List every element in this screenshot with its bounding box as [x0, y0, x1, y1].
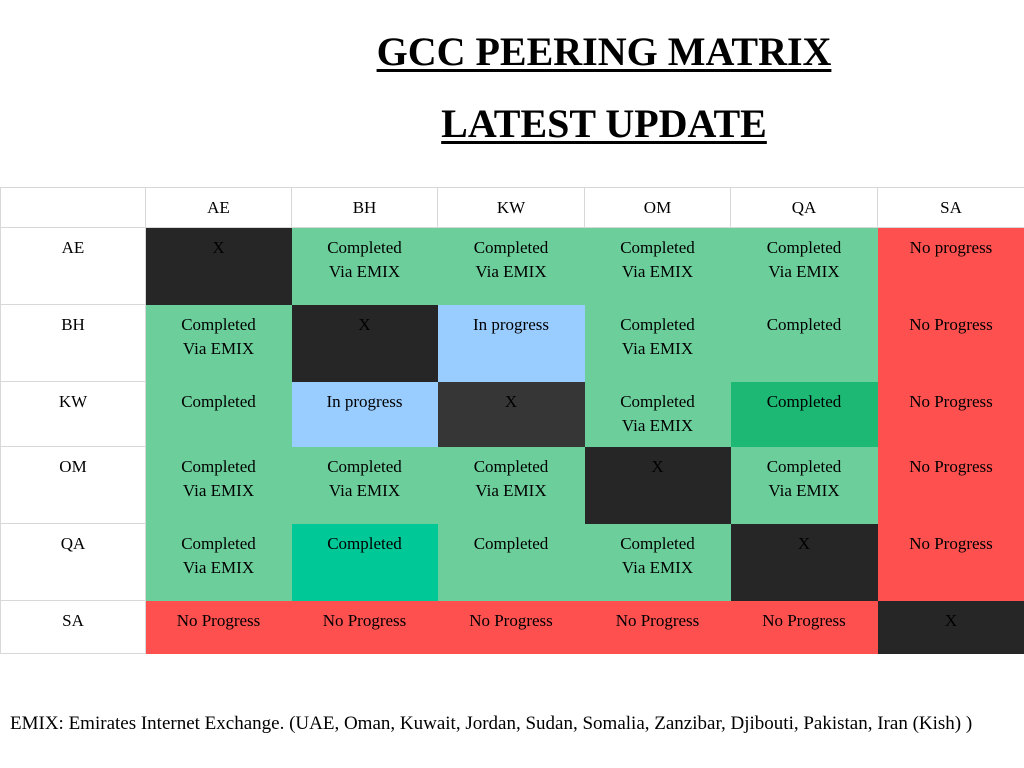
column-header: AE — [145, 187, 292, 228]
status-cell: Completed Via EMIX — [291, 227, 438, 305]
status-cell: No Progress — [877, 304, 1024, 382]
status-cell: In progress — [437, 304, 585, 382]
status-cell: Completed Via EMIX — [584, 304, 731, 382]
table-row: OM Completed Via EMIX Completed Via EMIX… — [0, 446, 1024, 524]
footnote: EMIX: Emirates Internet Exchange. (UAE, … — [10, 713, 973, 734]
status-cell: No Progress — [730, 600, 878, 654]
table-row: KW Completed In progress X Completed Via… — [0, 381, 1024, 447]
status-cell: Completed Via EMIX — [291, 446, 438, 524]
table-row: QA Completed Via EMIX Completed Complete… — [0, 523, 1024, 601]
status-cell: Completed Via EMIX — [145, 304, 292, 382]
status-cell: No Progress — [584, 600, 731, 654]
status-cell: X — [437, 381, 585, 447]
row-header: BH — [0, 304, 146, 382]
status-cell: Completed — [145, 381, 292, 447]
row-header: OM — [0, 446, 146, 524]
status-cell: X — [145, 227, 292, 305]
status-cell: No Progress — [877, 523, 1024, 601]
status-cell: Completed Via EMIX — [584, 381, 731, 447]
status-cell: X — [877, 600, 1024, 654]
status-cell: No Progress — [291, 600, 438, 654]
table-row: SA No Progress No Progress No Progress N… — [0, 600, 1024, 654]
status-cell: Completed Via EMIX — [145, 446, 292, 524]
status-cell: No Progress — [877, 446, 1024, 524]
status-cell: Completed — [437, 523, 585, 601]
table-row: BH Completed Via EMIX X In progress Comp… — [0, 304, 1024, 382]
status-cell: Completed Via EMIX — [437, 227, 585, 305]
status-cell: No progress — [877, 227, 1024, 305]
page-subtitle: LATEST UPDATE — [441, 101, 767, 146]
column-header: SA — [877, 187, 1024, 228]
status-cell: Completed Via EMIX — [730, 227, 878, 305]
status-cell: Completed Via EMIX — [584, 523, 731, 601]
row-header: AE — [0, 227, 146, 305]
page-title: GCC PEERING MATRIX — [376, 29, 832, 74]
header-row: AE BH KW OM QA SA — [0, 187, 1024, 228]
status-cell: Completed Via EMIX — [437, 446, 585, 524]
column-header: BH — [291, 187, 438, 228]
peering-matrix-table: AE BH KW OM QA SA AE X Completed Via EMI… — [0, 187, 1024, 654]
row-header: SA — [0, 600, 146, 654]
status-cell: Completed — [730, 381, 878, 447]
status-cell: Completed — [730, 304, 878, 382]
corner-cell — [0, 187, 146, 228]
row-header: QA — [0, 523, 146, 601]
status-cell: No Progress — [145, 600, 292, 654]
status-cell: Completed Via EMIX — [584, 227, 731, 305]
status-cell: No Progress — [877, 381, 1024, 447]
table-row: AE X Completed Via EMIX Completed Via EM… — [0, 227, 1024, 305]
status-cell: Completed — [291, 523, 438, 601]
status-cell: X — [584, 446, 731, 524]
column-header: OM — [584, 187, 731, 228]
status-cell: X — [291, 304, 438, 382]
status-cell: Completed Via EMIX — [730, 446, 878, 524]
status-cell: X — [730, 523, 878, 601]
status-cell: In progress — [291, 381, 438, 447]
column-header: QA — [730, 187, 878, 228]
status-cell: No Progress — [437, 600, 585, 654]
row-header: KW — [0, 381, 146, 447]
column-header: KW — [437, 187, 585, 228]
status-cell: Completed Via EMIX — [145, 523, 292, 601]
